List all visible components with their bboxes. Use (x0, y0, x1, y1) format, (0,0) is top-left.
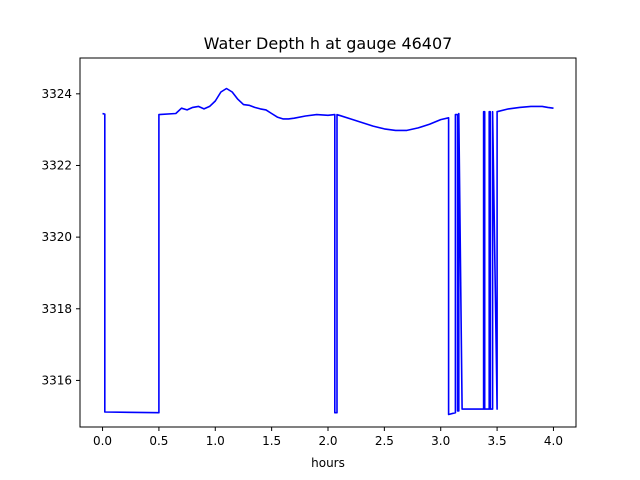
y-tick-label: 3320 (41, 230, 72, 244)
x-tick-label: 2.5 (375, 434, 394, 448)
x-tick-label: 0.0 (93, 434, 112, 448)
x-tick-label: 4.0 (544, 434, 563, 448)
x-tick-label: 3.5 (488, 434, 507, 448)
x-tick-label: 1.5 (262, 434, 281, 448)
series-line (102, 87, 554, 416)
x-axis-label: hours (311, 456, 345, 470)
x-tick-label: 0.5 (149, 434, 168, 448)
y-tick-label: 3318 (41, 302, 72, 316)
axes-frame (79, 57, 577, 428)
chart-title: Water Depth h at gauge 46407 (204, 34, 453, 53)
y-tick-label: 3322 (41, 158, 72, 172)
y-axis: 3316 3318 3320 3322 3324 (41, 87, 80, 387)
x-tick-label: 1.0 (206, 434, 225, 448)
y-tick-label: 3316 (41, 373, 72, 387)
x-tick-label: 2.0 (318, 434, 337, 448)
plot-area (102, 87, 554, 416)
x-axis: 0.0 0.5 1.0 1.5 2.0 2.5 3.0 3.5 4.0 (93, 427, 563, 448)
x-tick-label: 3.0 (431, 434, 450, 448)
y-tick-label: 3324 (41, 87, 72, 101)
